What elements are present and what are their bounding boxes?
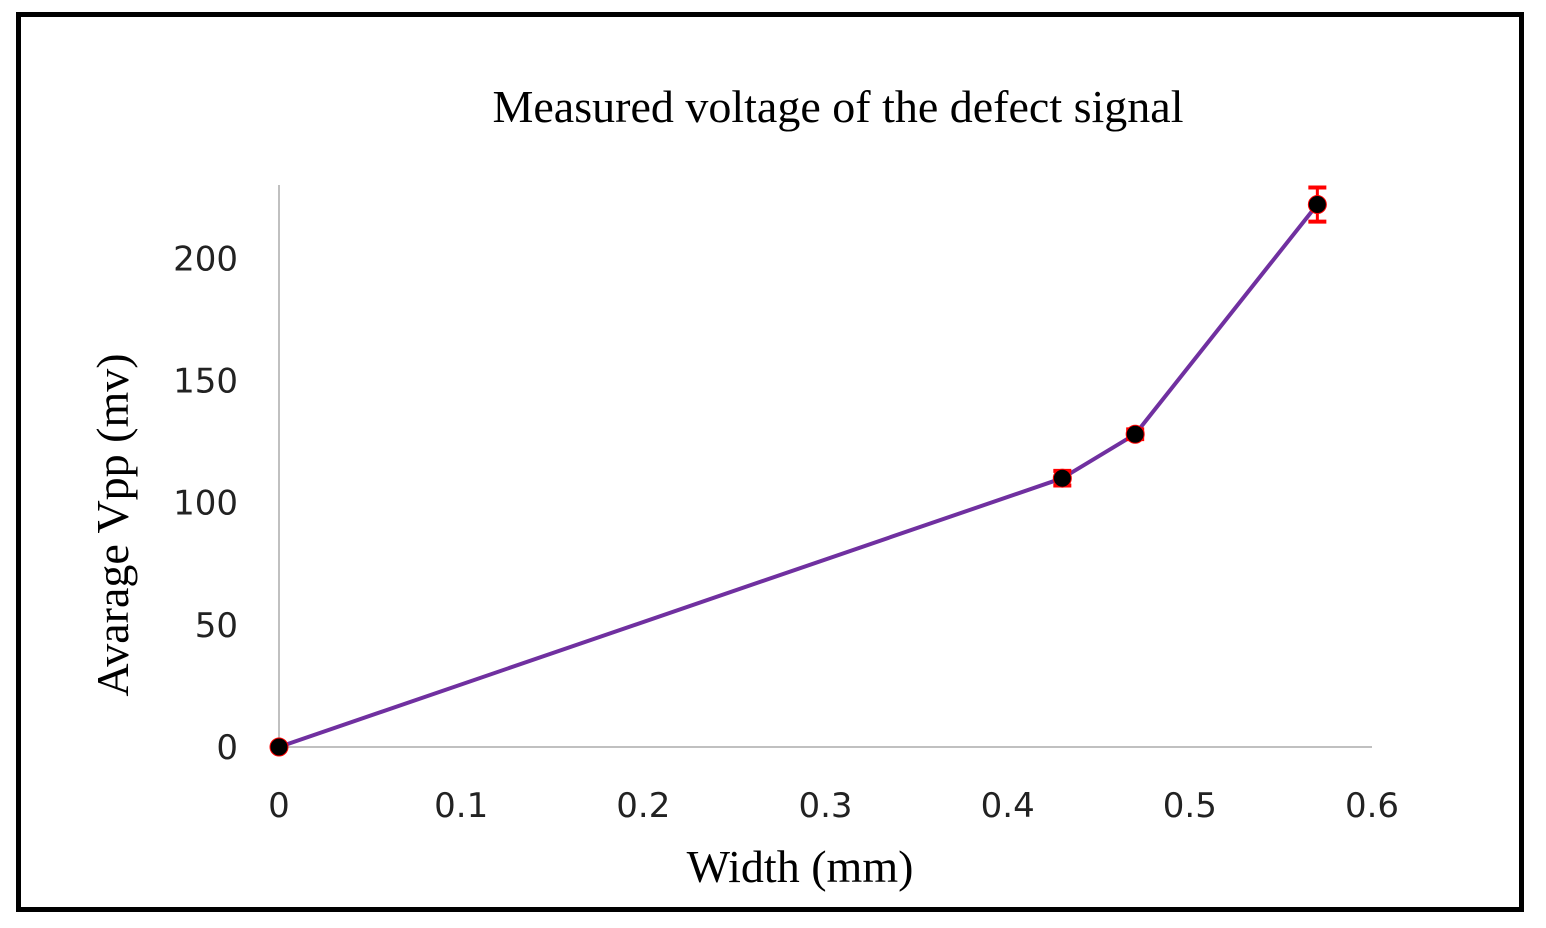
series-line — [277, 202, 1320, 749]
data-point — [1052, 468, 1072, 488]
y-tick-label: 150 — [173, 361, 238, 401]
x-tick-label: 0.2 — [616, 786, 670, 826]
x-tick-label: 0.4 — [981, 786, 1035, 826]
chart-frame — [16, 12, 1524, 912]
y-tick-labels: 0 50 100 150 200 — [173, 239, 238, 768]
y-tick-label: 200 — [173, 239, 238, 279]
x-tick-label: 0.6 — [1345, 786, 1399, 826]
y-tick-label: 50 — [195, 606, 238, 646]
data-point — [1307, 195, 1327, 215]
x-tick-label: 0.3 — [798, 786, 852, 826]
y-tick-label: 0 — [216, 728, 238, 768]
y-axis-label: Avarage Vpp (mv) — [87, 353, 138, 696]
x-tick-label: 0 — [268, 786, 290, 826]
data-point — [1125, 424, 1145, 444]
chart-title: Measured voltage of the defect signal — [492, 81, 1183, 132]
series-group — [269, 185, 1327, 757]
x-tick-label: 0.5 — [1163, 786, 1217, 826]
x-tick-labels: 0 0.1 0.2 0.3 0.4 0.5 0.6 — [268, 786, 1399, 826]
x-axis-label: Width (mm) — [687, 841, 914, 892]
y-tick-label: 100 — [173, 484, 238, 524]
x-tick-label: 0.1 — [434, 786, 488, 826]
data-point — [269, 737, 289, 757]
